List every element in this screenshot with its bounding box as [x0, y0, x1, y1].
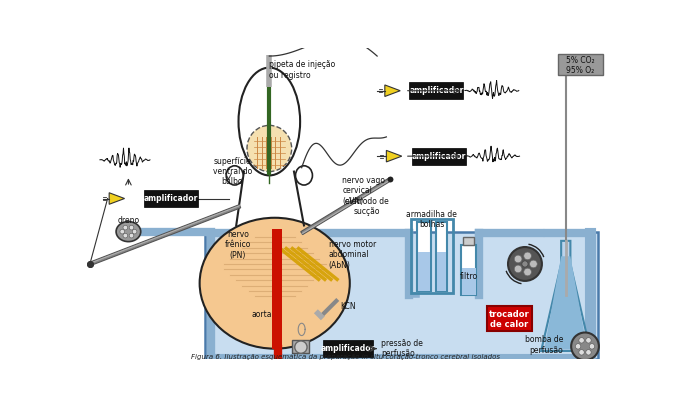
- Text: amplificador: amplificador: [321, 344, 375, 353]
- Circle shape: [514, 255, 522, 263]
- Text: pipeta de injeção
ou registro: pipeta de injeção ou registro: [269, 60, 335, 80]
- Polygon shape: [109, 193, 125, 204]
- Ellipse shape: [200, 218, 350, 349]
- Bar: [412, 147, 466, 165]
- Circle shape: [120, 229, 125, 234]
- Text: Figura 6. Ilustração esquemática da preparação in situ coração-tronco cerebral i: Figura 6. Ilustração esquemática da prep…: [191, 354, 500, 360]
- Circle shape: [575, 344, 580, 349]
- Circle shape: [522, 261, 528, 267]
- Circle shape: [132, 229, 137, 234]
- Ellipse shape: [238, 68, 300, 175]
- Circle shape: [123, 233, 128, 238]
- Text: 5% CO₂
95% O₂: 5% CO₂ 95% O₂: [566, 56, 595, 75]
- Text: nervo motor
abdominal
(AbN): nervo motor abdominal (AbN): [329, 240, 376, 270]
- Polygon shape: [544, 256, 587, 349]
- Bar: [273, 229, 282, 349]
- Circle shape: [524, 268, 531, 276]
- Ellipse shape: [226, 166, 243, 185]
- Text: aorta: aorta: [252, 310, 273, 318]
- Circle shape: [514, 265, 522, 273]
- Circle shape: [123, 225, 128, 230]
- Text: amplificador: amplificador: [144, 194, 198, 203]
- Circle shape: [295, 341, 307, 353]
- Bar: [437, 222, 448, 291]
- Text: filtro: filtro: [460, 272, 478, 281]
- Text: nervo
frênico
(PN): nervo frênico (PN): [225, 230, 251, 260]
- Ellipse shape: [116, 222, 140, 242]
- Circle shape: [586, 338, 591, 343]
- Circle shape: [129, 225, 134, 230]
- Text: bomba de
perfusão: bomba de perfusão: [525, 335, 564, 355]
- Text: KCN: KCN: [340, 302, 356, 311]
- Bar: [292, 340, 309, 353]
- Circle shape: [579, 338, 585, 343]
- Bar: [558, 54, 603, 75]
- FancyBboxPatch shape: [205, 232, 598, 359]
- Circle shape: [524, 252, 531, 260]
- Bar: [417, 222, 431, 291]
- Circle shape: [530, 260, 537, 268]
- Polygon shape: [541, 241, 591, 351]
- Circle shape: [129, 233, 134, 238]
- Bar: [463, 237, 474, 245]
- Circle shape: [586, 350, 591, 355]
- Text: armadilha de
bolhas: armadilha de bolhas: [406, 210, 457, 229]
- Polygon shape: [385, 85, 400, 96]
- Bar: [410, 82, 463, 99]
- Text: amplificador: amplificador: [412, 152, 466, 161]
- Polygon shape: [89, 205, 241, 266]
- Bar: [437, 252, 446, 291]
- Polygon shape: [301, 178, 391, 235]
- Text: pressão de
perfusão: pressão de perfusão: [381, 339, 423, 358]
- Bar: [462, 268, 476, 295]
- Text: eletrodo de
sucção: eletrodo de sucção: [345, 197, 389, 216]
- Circle shape: [589, 344, 595, 349]
- Circle shape: [571, 332, 599, 360]
- Bar: [411, 219, 454, 293]
- Bar: [144, 190, 198, 207]
- Bar: [418, 252, 430, 291]
- Bar: [487, 306, 532, 331]
- Bar: [461, 245, 477, 295]
- Ellipse shape: [296, 166, 313, 185]
- Text: amplificador: amplificador: [409, 86, 464, 95]
- Text: trocador
de calor: trocador de calor: [489, 310, 530, 329]
- Polygon shape: [386, 150, 402, 162]
- Text: dreno: dreno: [117, 216, 140, 224]
- Bar: [323, 340, 373, 357]
- Text: nervo vago
cervical
(cVN): nervo vago cervical (cVN): [342, 176, 385, 206]
- Circle shape: [579, 350, 585, 355]
- Ellipse shape: [247, 125, 292, 172]
- Circle shape: [508, 247, 542, 281]
- Text: superfície
ventral do
bulbo: superfície ventral do bulbo: [213, 157, 252, 187]
